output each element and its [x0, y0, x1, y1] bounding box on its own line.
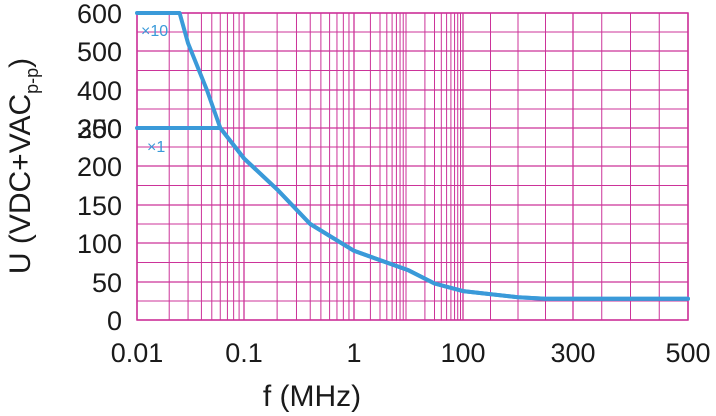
y-axis-title-subscript: p-p	[22, 68, 42, 94]
series-line-x10	[135, 11, 690, 301]
x-tick-labels: 0.01 0.1 1 100 300 500	[111, 338, 711, 368]
y-tick-label: 0	[107, 306, 122, 336]
x-tick-label: 0.01	[111, 338, 164, 368]
y-tick-label: 200	[77, 152, 122, 182]
y-tick-label: 600	[77, 0, 122, 29]
y-tick-label: 50	[92, 268, 122, 298]
x-tick-label: 100	[440, 338, 485, 368]
y-tick-label: 100	[77, 229, 122, 259]
y-tick-label: 150	[77, 191, 122, 221]
y-tick-label: 300	[77, 114, 122, 144]
x-tick-label: 300	[550, 338, 595, 368]
series-line-x1	[135, 126, 690, 301]
y-tick-label: 400	[77, 76, 122, 106]
y-tick-label: 250	[77, 114, 122, 144]
y-axis-title-close: )	[4, 58, 37, 68]
x-tick-label: 500	[665, 338, 710, 368]
x-tick-label: 1	[346, 338, 361, 368]
series-lines	[135, 11, 690, 301]
series-label-x1: ×1	[147, 139, 165, 156]
y-axis-title: U (VDC+VACp-p)	[4, 58, 42, 274]
y-tick-label: 500	[77, 37, 122, 67]
y-axis-title-main: U (VDC+VAC	[4, 94, 37, 274]
plot-frame	[136, 12, 689, 321]
series-label-x10: ×10	[141, 23, 168, 40]
x-axis-title: f (MHz)	[263, 380, 361, 413]
x-tick-label: 0.1	[225, 338, 263, 368]
